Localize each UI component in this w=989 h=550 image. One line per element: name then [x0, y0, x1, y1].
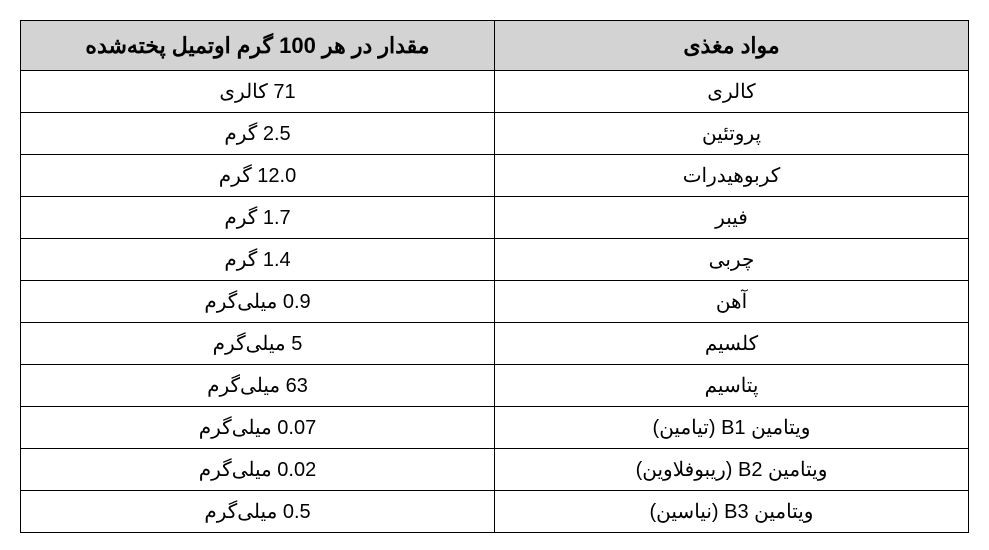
table-row: آهن 0.9 میلی‌گرم	[21, 281, 969, 323]
cell-nutrient: آهن	[495, 281, 969, 323]
table-row: پروتئین 2.5 گرم	[21, 113, 969, 155]
nutrition-table: مواد مغذی مقدار در هر 100 گرم اوتمیل پخت…	[20, 20, 969, 533]
table-row: ویتامین B3 (نیاسین) 0.5 میلی‌گرم	[21, 491, 969, 533]
table-row: پتاسیم 63 میلی‌گرم	[21, 365, 969, 407]
table-row: فیبر 1.7 گرم	[21, 197, 969, 239]
table-row: ویتامین B2 (ریبوفلاوین) 0.02 میلی‌گرم	[21, 449, 969, 491]
cell-nutrient: ویتامین B1 (تیامین)	[495, 407, 969, 449]
table-row: کالری 71 کالری	[21, 71, 969, 113]
cell-amount: 71 کالری	[21, 71, 495, 113]
table-row: کربوهیدرات 12.0 گرم	[21, 155, 969, 197]
cell-nutrient: کالری	[495, 71, 969, 113]
cell-amount: 0.9 میلی‌گرم	[21, 281, 495, 323]
cell-nutrient: ویتامین B3 (نیاسین)	[495, 491, 969, 533]
header-row: مواد مغذی مقدار در هر 100 گرم اوتمیل پخت…	[21, 21, 969, 71]
cell-amount: 1.7 گرم	[21, 197, 495, 239]
cell-amount: 63 میلی‌گرم	[21, 365, 495, 407]
col-header-amount: مقدار در هر 100 گرم اوتمیل پخته‌شده	[21, 21, 495, 71]
table-row: چربی 1.4 گرم	[21, 239, 969, 281]
cell-nutrient: چربی	[495, 239, 969, 281]
cell-amount: 1.4 گرم	[21, 239, 495, 281]
col-header-nutrient: مواد مغذی	[495, 21, 969, 71]
cell-amount: 2.5 گرم	[21, 113, 495, 155]
cell-amount: 0.07 میلی‌گرم	[21, 407, 495, 449]
cell-nutrient: ویتامین B2 (ریبوفلاوین)	[495, 449, 969, 491]
table-row: کلسیم 5 میلی‌گرم	[21, 323, 969, 365]
cell-amount: 12.0 گرم	[21, 155, 495, 197]
cell-amount: 5 میلی‌گرم	[21, 323, 495, 365]
cell-amount: 0.5 میلی‌گرم	[21, 491, 495, 533]
table-body: کالری 71 کالری پروتئین 2.5 گرم کربوهیدرا…	[21, 71, 969, 533]
cell-nutrient: کربوهیدرات	[495, 155, 969, 197]
table-head: مواد مغذی مقدار در هر 100 گرم اوتمیل پخت…	[21, 21, 969, 71]
cell-amount: 0.02 میلی‌گرم	[21, 449, 495, 491]
cell-nutrient: پتاسیم	[495, 365, 969, 407]
cell-nutrient: کلسیم	[495, 323, 969, 365]
cell-nutrient: پروتئین	[495, 113, 969, 155]
table-row: ویتامین B1 (تیامین) 0.07 میلی‌گرم	[21, 407, 969, 449]
cell-nutrient: فیبر	[495, 197, 969, 239]
